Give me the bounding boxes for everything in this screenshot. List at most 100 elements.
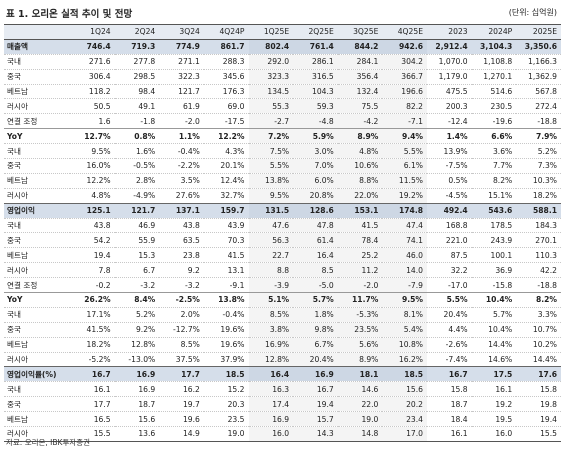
table-cell: 46.0: [382, 247, 427, 264]
table-body: 매출액 746.4 719.3 774.9 861.7 802.4 761.4 844.2 94…: [4, 38, 561, 442]
table-cell: 82.2: [382, 98, 427, 115]
table-cell: -4.2: [337, 113, 383, 130]
table-cell: 861.7: [203, 38, 249, 55]
table-cell: 16.0%: [70, 158, 115, 174]
table-row: 러시아 7.8 6.7 9.2 13.1 8.8 8.5 11.2 14.0 32.2 36.9 42…: [4, 262, 561, 279]
table-cell: 8.9%: [337, 352, 383, 368]
table-cell: 19.6: [159, 411, 204, 428]
table-cell: 221.0: [427, 232, 472, 249]
table-cell: 55.9: [114, 232, 160, 249]
table-cell: 87.5: [427, 247, 472, 264]
table-cell: 292.0: [248, 54, 294, 70]
table-cell: 36.9: [471, 262, 517, 279]
table-cell: 128.6: [293, 202, 338, 219]
table-cell: 20.1%: [203, 158, 249, 174]
table-cell: 32.7%: [203, 188, 249, 204]
table-row: 영업이익률(%) 16.7 16.9 17.7 18.5 16.4 16.9 18.1 18.5…: [4, 366, 561, 383]
table-cell: 2,912.4: [427, 38, 472, 55]
column-header: 4Q25E: [382, 24, 427, 40]
table-cell: 366.7: [382, 69, 427, 85]
table-cell: 8.2%: [516, 292, 561, 308]
table-cell: 492.4: [427, 202, 472, 219]
table-cell: 1,270.1: [471, 69, 517, 85]
table-cell: 1.8%: [293, 307, 338, 323]
table-cell: 13.8%: [203, 292, 249, 308]
table-cell: 16.2%: [382, 352, 427, 368]
table-row: 중국 41.5% 9.2% -12.7% 19.6% 3.8% 9.8% 23.5% 5.4% 4…: [4, 322, 561, 338]
table-cell: 2.8%: [114, 173, 160, 189]
table-cell: -2.0: [159, 113, 204, 130]
table-cell: 5.5%: [382, 143, 427, 160]
column-header: 1Q25E: [248, 24, 294, 40]
table-cell: 18.2%: [516, 188, 561, 204]
table-cell: 14.3: [293, 426, 338, 442]
table-cell: 802.4: [248, 38, 294, 55]
table-cell: 37.5%: [159, 352, 204, 368]
table-cell: 942.6: [382, 38, 427, 55]
table-cell: 17.1%: [70, 307, 115, 323]
table-cell: 304.2: [382, 54, 427, 70]
table-cell: 15.3: [114, 247, 160, 264]
table-cell: 14.6: [337, 381, 383, 398]
table-cell: 514.6: [471, 84, 517, 100]
table-cell: 16.1: [471, 381, 517, 398]
table-cell: 1,070.0: [427, 54, 472, 70]
column-header: 4Q24P: [203, 24, 249, 40]
table-cell: 17.5: [471, 366, 517, 383]
table-cell: 18.7: [114, 396, 160, 413]
table-cell: 10.8%: [382, 337, 427, 353]
table-cell: -4.5%: [427, 188, 472, 204]
table-cell: 196.6: [382, 84, 427, 100]
row-label: 연결 조정: [4, 277, 70, 294]
table-row: 베트남 16.5 15.6 19.6 23.5 16.9 15.7 19.0 23.4 18.4 1…: [4, 411, 561, 428]
row-label: YoY: [4, 292, 70, 308]
table-cell: 323.3: [248, 69, 294, 85]
row-label: 국내: [4, 218, 70, 234]
table-cell: 23.5%: [337, 322, 383, 338]
row-label: YoY: [4, 128, 70, 145]
table-cell: 1,108.8: [471, 54, 517, 70]
table-cell: 16.9: [248, 411, 294, 428]
table-cell: 5.5%: [427, 292, 472, 308]
table-cell: 719.3: [114, 38, 160, 55]
table-row: 중국 306.4 298.5 322.3 345.6 323.3 316.5 356.4 366…: [4, 69, 561, 85]
table-row: 국내 16.1 16.9 16.2 15.2 16.3 16.7 14.6 15.6 15.8 16…: [4, 381, 561, 398]
table-cell: 746.4: [70, 38, 115, 55]
table-cell: 184.3: [516, 218, 561, 234]
column-header: 1Q24: [70, 24, 115, 40]
table-cell: 11.2: [337, 262, 383, 279]
table-cell: 14.6%: [471, 352, 517, 368]
row-label: 러시아: [4, 188, 70, 204]
table-cell: -4.9%: [114, 188, 160, 204]
table-cell: 137.1: [159, 202, 204, 219]
table-cell: -5.3%: [337, 307, 383, 323]
table-cell: 8.1%: [382, 307, 427, 323]
table-cell: 75.5: [337, 98, 383, 115]
table-cell: 16.9: [114, 381, 160, 398]
table-cell: 9.2: [159, 262, 204, 279]
table-cell: 13.1: [203, 262, 249, 279]
table-cell: 1,179.0: [427, 69, 472, 85]
table-cell: -4.8: [293, 113, 338, 130]
row-label: 러시아: [4, 262, 70, 279]
table-row: 중국 54.2 55.9 63.5 70.3 56.3 61.4 78.4 74.1 221.0 2…: [4, 232, 561, 249]
row-label: 러시아: [4, 426, 70, 442]
table-cell: 54.2: [70, 232, 115, 249]
table-row: 베트남 12.2% 2.8% 3.5% 12.4% 13.8% 6.0% 8.8% 11.5% 0…: [4, 173, 561, 189]
table-cell: 18.4: [427, 411, 472, 428]
table-cell: -7.5%: [427, 158, 472, 174]
table-cell: 20.3: [203, 396, 249, 413]
table-cell: 567.8: [516, 84, 561, 100]
table-row: 국내 271.6 277.8 271.1 288.3 292.0 286.1 284.1 304…: [4, 54, 561, 70]
table-cell: 543.6: [471, 202, 517, 219]
table-cell: 200.3: [427, 98, 472, 115]
table-cell: 345.6: [203, 69, 249, 85]
table-cell: 43.8: [159, 218, 204, 234]
table-cell: 17.4: [248, 396, 294, 413]
table-cell: 15.8: [427, 381, 472, 398]
table-cell: 132.4: [337, 84, 383, 100]
table-cell: -1.8: [114, 113, 160, 130]
table-row: 베트남 18.2% 12.8% 8.5% 19.6% 16.9% 6.7% 5.6% 10.8%…: [4, 337, 561, 353]
table-cell: 100.1: [471, 247, 517, 264]
table-cell: 15.5: [516, 426, 561, 442]
